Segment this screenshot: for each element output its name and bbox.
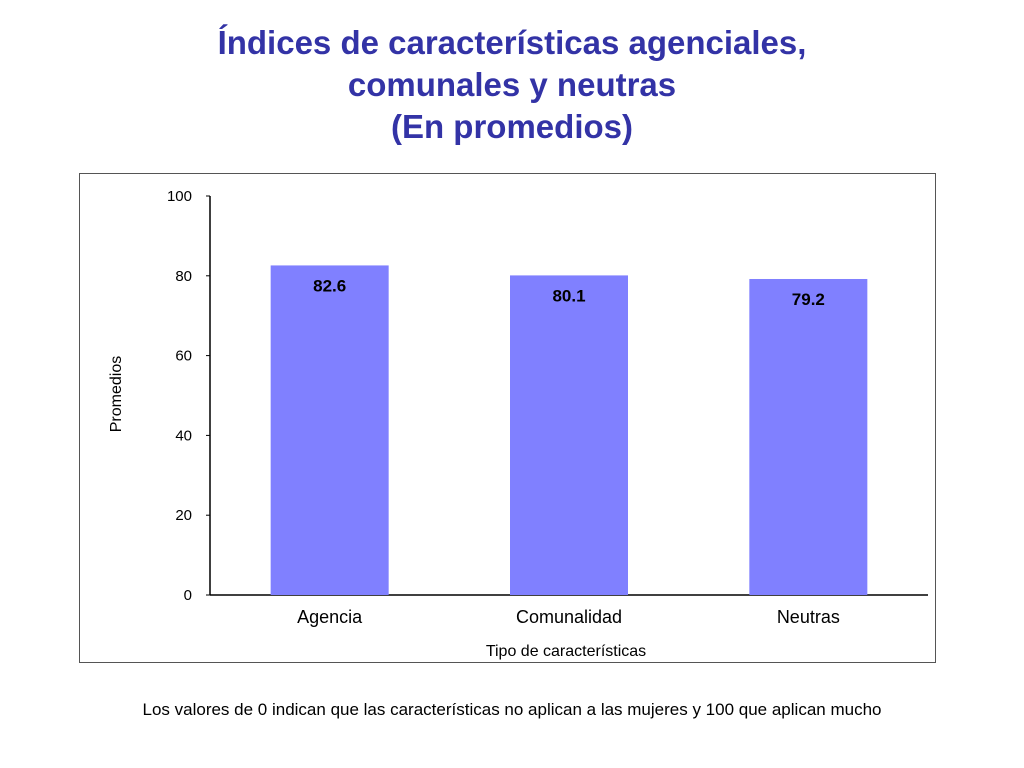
title-line-2: comunales y neutras bbox=[347, 66, 677, 103]
y-tick-label: 0 bbox=[184, 587, 192, 604]
data-label: 79.2 bbox=[792, 290, 825, 309]
y-tick-label: 100 bbox=[167, 188, 192, 205]
data-label: 80.1 bbox=[552, 286, 585, 305]
bar-agencia bbox=[270, 265, 389, 595]
footnote: Los valores de 0 indican que las caracte… bbox=[142, 700, 882, 719]
y-axis-title: Promedios bbox=[108, 356, 125, 432]
x-tick-label: Agencia bbox=[297, 607, 363, 627]
bar-neutras bbox=[749, 278, 868, 595]
data-label: 82.6 bbox=[313, 276, 346, 295]
chart-frame: 0 20 40 60 80 100 82.6 Agencia 80.1 Comunalidad 79… bbox=[79, 173, 936, 663]
bar-chart: 0 20 40 60 80 100 82.6 Agencia 80.1 Comunalidad 79… bbox=[108, 188, 928, 660]
x-axis-title: Tipo de características bbox=[486, 643, 646, 660]
x-tick-label: Comunalidad bbox=[516, 607, 622, 627]
bar-comunalidad bbox=[510, 275, 628, 595]
x-tick-label: Neutras bbox=[777, 607, 840, 627]
y-tick-label: 80 bbox=[175, 268, 192, 285]
chart-title: Índices de características agenciales, c… bbox=[0, 22, 1024, 148]
y-tick-label: 60 bbox=[175, 348, 192, 365]
title-line-3: (En promedios) bbox=[390, 108, 633, 145]
title-line-1: Índices de características agenciales, bbox=[217, 24, 807, 61]
y-tick-label: 40 bbox=[175, 427, 192, 444]
y-tick-label: 20 bbox=[175, 507, 192, 524]
